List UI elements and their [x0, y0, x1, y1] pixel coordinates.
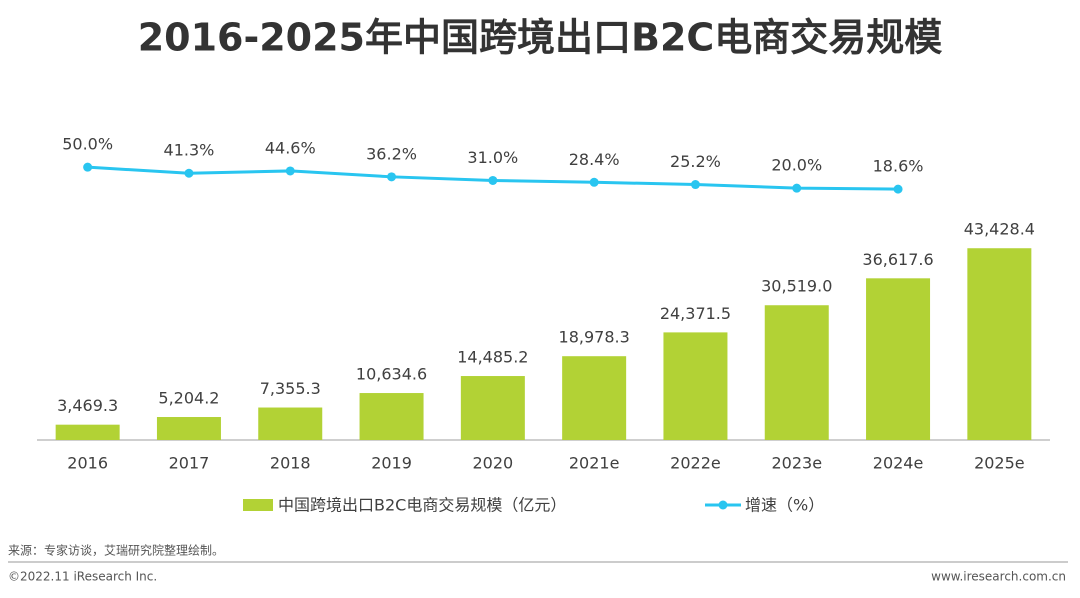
x-tick-label: 2018: [270, 454, 311, 473]
x-tick-label: 2024e: [873, 454, 924, 473]
bar-value-label: 5,204.2: [158, 389, 219, 408]
bar: [764, 305, 829, 440]
x-tick-label: 2017: [169, 454, 210, 473]
bar-value-label: 10,634.6: [356, 365, 427, 384]
bar-value-label: 24,371.5: [660, 304, 731, 323]
bar: [359, 393, 424, 440]
bar-value-label: 30,519.0: [761, 277, 832, 296]
line-marker: [589, 177, 599, 187]
x-tick-label: 2021e: [569, 454, 620, 473]
copyright: ©2022.11 iResearch Inc.: [8, 570, 157, 584]
line-marker: [387, 172, 397, 182]
bar: [156, 417, 221, 440]
legend-label: 中国跨境出口B2C电商交易规模（亿元）: [278, 496, 566, 515]
bar: [258, 407, 323, 440]
line-value-label: 28.4%: [569, 150, 620, 169]
line-marker: [184, 168, 194, 178]
bar-value-label: 14,485.2: [457, 348, 528, 367]
line-marker: [893, 184, 903, 194]
line-value-label: 44.6%: [265, 138, 316, 157]
line-marker: [792, 183, 802, 193]
x-tick-label: 2022e: [670, 454, 721, 473]
bar: [460, 376, 525, 440]
line-marker: [690, 180, 700, 190]
bar-value-label: 3,469.3: [57, 396, 118, 415]
x-tick-label: 2016: [67, 454, 108, 473]
bar: [663, 332, 728, 440]
x-tick-label: 2025e: [974, 454, 1025, 473]
x-tick-label: 2019: [371, 454, 412, 473]
line-value-label: 20.0%: [771, 156, 822, 175]
line-value-label: 31.0%: [467, 148, 518, 167]
line-value-label: 25.2%: [670, 152, 721, 171]
legend-swatch: [718, 500, 728, 510]
legend-swatch: [243, 499, 273, 511]
line-marker: [83, 162, 93, 172]
x-tick-label: 2020: [472, 454, 513, 473]
line-value-label: 36.2%: [366, 144, 417, 163]
line-marker: [488, 175, 498, 185]
website: www.iresearch.com.cn: [931, 570, 1066, 584]
bar-value-label: 7,355.3: [260, 379, 321, 398]
x-tick-label: 2023e: [771, 454, 822, 473]
bar-value-label: 43,428.4: [964, 220, 1035, 239]
bar-value-label: 36,617.6: [862, 250, 933, 269]
bar: [967, 248, 1032, 440]
bar: [55, 424, 120, 440]
bar: [562, 356, 627, 440]
line-marker: [285, 166, 295, 176]
legend-label: 增速（%）: [745, 496, 824, 515]
chart-title: 2016-2025年中国跨境出口B2C电商交易规模: [138, 16, 943, 60]
bar-value-label: 18,978.3: [559, 328, 630, 347]
line-value-label: 41.3%: [164, 141, 215, 160]
source: 来源：专家访谈，艾瑞研究院整理绘制。: [8, 543, 224, 558]
line-value-label: 50.0%: [62, 135, 113, 154]
line-value-label: 18.6%: [873, 157, 924, 176]
bar: [866, 278, 931, 440]
